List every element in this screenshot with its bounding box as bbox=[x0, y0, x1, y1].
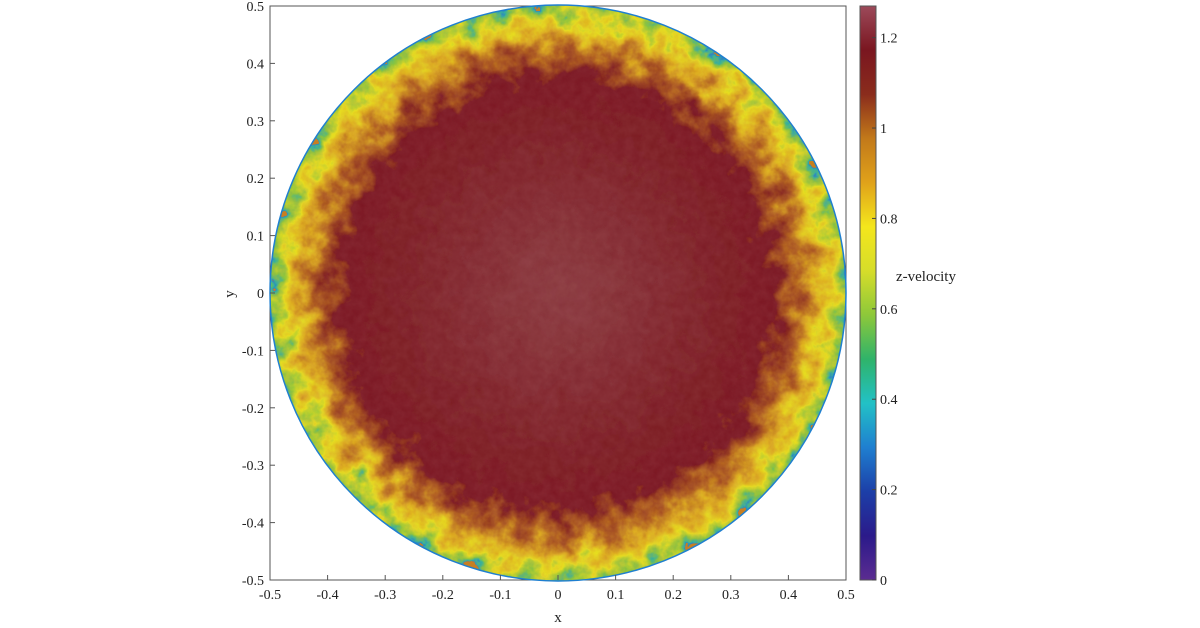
velocity-field bbox=[270, 5, 846, 581]
y-axis: 0.5 0.4 0.3 0.2 0.1 0 -0.1 -0.2 -0.3 -0.4 -0.5 bbox=[242, 0, 275, 589]
y-tick-label: 0 bbox=[257, 287, 264, 302]
colorbar-tick-label: 1 bbox=[880, 122, 887, 137]
y-tick-label: 0.5 bbox=[247, 0, 265, 15]
x-tick-label: 0 bbox=[555, 588, 562, 603]
y-tick-label: -0.3 bbox=[242, 459, 264, 474]
y-tick-label: -0.5 bbox=[242, 574, 264, 589]
x-tick-label: 0.4 bbox=[780, 588, 798, 603]
colorbar-title: z-velocity bbox=[896, 269, 956, 285]
y-tick-label: 0.4 bbox=[247, 57, 265, 72]
colorbar-tick-label: 1.2 bbox=[880, 32, 898, 47]
x-tick-label: 0.2 bbox=[664, 588, 682, 603]
colorbar-tick-label: 0.2 bbox=[880, 484, 898, 499]
y-tick-label: -0.2 bbox=[242, 402, 264, 417]
x-tick-label: -0.2 bbox=[432, 588, 454, 603]
colorbar-tick-label: 0.8 bbox=[880, 212, 898, 227]
x-axis-title: x bbox=[554, 610, 562, 626]
colorbar-tick-label: 0.4 bbox=[880, 393, 898, 408]
x-tick-label: 0.1 bbox=[607, 588, 625, 603]
x-tick-label: 0.3 bbox=[722, 588, 740, 603]
colorbar-tick-label: 0 bbox=[880, 574, 887, 589]
y-tick-label: 0.3 bbox=[247, 115, 265, 130]
y-tick-label: -0.4 bbox=[242, 517, 264, 532]
x-tick-label: -0.4 bbox=[317, 588, 339, 603]
colorbar bbox=[859, 5, 877, 581]
x-tick-label: -0.5 bbox=[259, 588, 281, 603]
x-tick-label: 0.5 bbox=[837, 588, 855, 603]
colorbar-tick-label: 0.6 bbox=[880, 303, 898, 318]
y-tick-label: -0.1 bbox=[242, 344, 264, 359]
x-axis: -0.5 -0.4 -0.3 -0.2 -0.1 0 0.1 0.2 0.3 0.4 0.5 bbox=[259, 575, 855, 603]
y-tick-label: 0.1 bbox=[247, 230, 265, 245]
x-tick-label: -0.3 bbox=[374, 588, 396, 603]
colorbar-ticks: 0 0.2 0.4 0.6 0.8 1 1.2 bbox=[872, 32, 898, 589]
y-tick-label: 0.2 bbox=[247, 172, 265, 187]
x-tick-label: -0.1 bbox=[489, 588, 511, 603]
y-axis-title: y bbox=[222, 290, 238, 298]
